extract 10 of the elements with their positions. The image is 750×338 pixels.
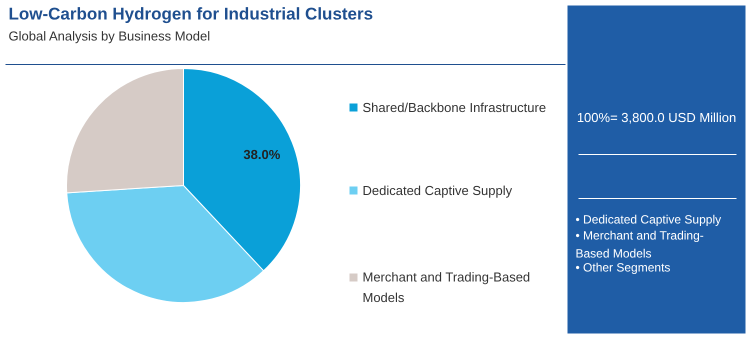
text: • Dedicated Captive Supply bbox=[576, 212, 722, 226]
legend-label: Merchant and Trading-Based Models bbox=[362, 270, 530, 305]
text: • Merchant and Trading-Based Models bbox=[576, 228, 704, 261]
text: 100%= 3,800.0 USD Million bbox=[576, 110, 736, 125]
legend-label: Shared/Backbone Infrastructure bbox=[362, 100, 546, 115]
legend-label: Dedicated Captive Supply bbox=[362, 183, 513, 198]
chart-title: Low-Carbon Hydrogen for Industrial Clusters bbox=[8, 4, 374, 24]
text: • Other Segments bbox=[576, 260, 670, 274]
data-label: 38.0% bbox=[243, 146, 281, 162]
chart-subtitle: Global Analysis by Business Model bbox=[8, 28, 210, 44]
